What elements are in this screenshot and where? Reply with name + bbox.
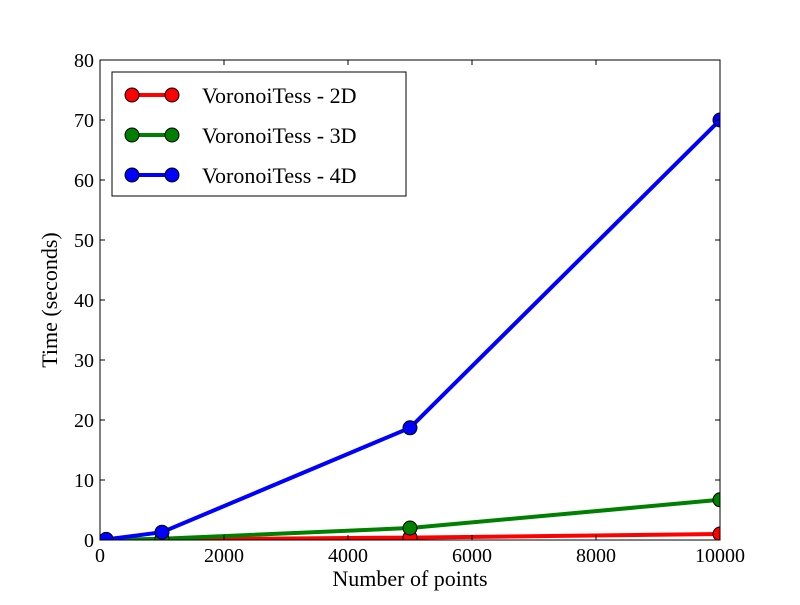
x-axis-label: Number of points bbox=[332, 566, 487, 591]
y-tick-label: 80 bbox=[74, 50, 94, 72]
y-tick-label: 70 bbox=[74, 110, 94, 132]
legend-marker bbox=[124, 127, 140, 143]
tick-layer: 0 2000 4000 6000 8000 10000 0 10 20 30 40 50 60 70 80 bbox=[74, 50, 745, 567]
data-point bbox=[154, 524, 170, 540]
legend-item: VoronoiTess - 4D bbox=[124, 163, 357, 188]
data-point bbox=[402, 420, 418, 436]
y-tick-label: 30 bbox=[74, 350, 94, 372]
legend-item: VoronoiTess - 3D bbox=[124, 123, 357, 148]
legend-marker bbox=[164, 167, 180, 183]
x-tick-label: 10000 bbox=[695, 545, 745, 567]
legend-label: VoronoiTess - 3D bbox=[202, 123, 357, 148]
data-point bbox=[100, 531, 114, 540]
legend-marker bbox=[164, 127, 180, 143]
legend-label: VoronoiTess - 2D bbox=[202, 83, 357, 108]
y-tick-label: 40 bbox=[74, 290, 94, 312]
legend-item: VoronoiTess - 2D bbox=[124, 83, 357, 108]
y-tick-label: 0 bbox=[84, 530, 94, 552]
legend-marker bbox=[124, 167, 140, 183]
series-line bbox=[105, 118, 720, 540]
legend-label: VoronoiTess - 4D bbox=[202, 163, 357, 188]
x-tick-label: 0 bbox=[95, 545, 105, 567]
y-tick-label: 20 bbox=[74, 410, 94, 432]
data-point bbox=[712, 492, 720, 508]
x-tick-label: 6000 bbox=[452, 545, 492, 567]
y-axis-label: Time (seconds) bbox=[37, 232, 62, 367]
data-point bbox=[712, 526, 720, 540]
data-point bbox=[402, 520, 418, 536]
series-line bbox=[106, 497, 720, 540]
legend-marker bbox=[124, 87, 140, 103]
x-tick-label: 4000 bbox=[328, 545, 368, 567]
y-tick-label: 60 bbox=[74, 170, 94, 192]
x-tick-label: 2000 bbox=[204, 545, 244, 567]
y-tick-label: 10 bbox=[74, 470, 94, 492]
legend-marker bbox=[164, 87, 180, 103]
x-tick-label: 8000 bbox=[576, 545, 616, 567]
legend: VoronoiTess - 2D VoronoiTess - 3D VoronoiT… bbox=[111, 71, 407, 197]
y-tick-label: 50 bbox=[74, 230, 94, 252]
